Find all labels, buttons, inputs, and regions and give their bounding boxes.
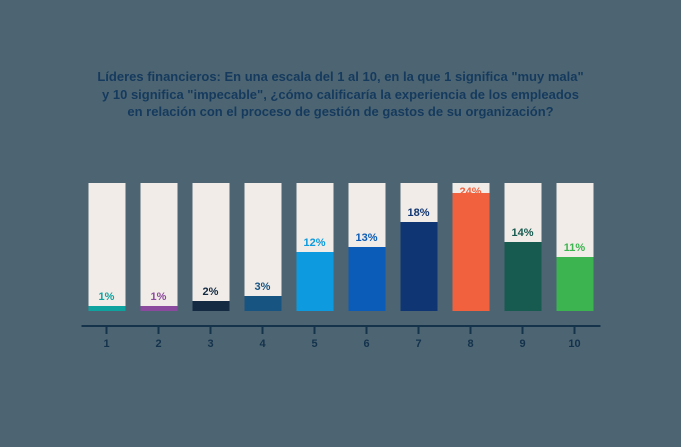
bar-track: 13% [348, 183, 385, 311]
bar-track: 12% [296, 183, 333, 311]
bar-fill [452, 192, 489, 311]
chart-title-line-1: Líderes financieros: En una escala del 1… [97, 69, 584, 84]
axis-tick [417, 327, 420, 334]
axis-tick [469, 327, 472, 334]
bar-fill [400, 222, 437, 311]
bar-value-label: 3% [254, 281, 271, 294]
bar-value-label: 24% [459, 186, 482, 198]
axis-tick-cell: 9 [504, 327, 541, 350]
chart-title-line-3: en relación con el proceso de gestión de… [127, 104, 554, 119]
axis-tick-cell: 2 [140, 327, 177, 350]
x-axis-line [81, 325, 600, 327]
axis-tick-label: 2 [155, 338, 162, 350]
axis-tick-label: 8 [467, 338, 474, 350]
bar-track: 1% [88, 183, 125, 311]
bar-value-label: 14% [511, 227, 534, 240]
bar-track: 2% [192, 183, 229, 311]
bar-fill [192, 301, 229, 311]
bar-chart: 1% 1% 2% 3% 12% 13% 18% 24% 14% 11% 1 2 3 4 5 6 7 8 9 10 [81, 183, 600, 350]
x-axis-ticks: 1 2 3 4 5 6 7 8 9 10 [88, 325, 593, 350]
axis-tick [573, 327, 576, 334]
axis-tick-cell: 1 [88, 327, 125, 350]
axis-tick [521, 327, 524, 334]
bar-value-label: 1% [150, 291, 167, 304]
bar-track: 3% [244, 183, 281, 311]
axis-tick-label: 9 [519, 338, 526, 350]
chart-title-line-2: y 10 significa "impecable", ¿cómo califi… [102, 86, 579, 102]
chart-title: Líderes financieros: En una escala del 1… [41, 68, 641, 121]
bar-fill [140, 306, 177, 311]
axis-tick-label: 7 [415, 338, 422, 350]
bar-value-label: 11% [563, 241, 586, 254]
bar-fill [244, 296, 281, 311]
axis-tick [105, 327, 108, 334]
bar-fill [504, 242, 541, 311]
bar-track: 24% [452, 183, 489, 311]
axis-tick-cell: 4 [244, 327, 281, 350]
axis-tick-cell: 8 [452, 327, 489, 350]
bar-fill [296, 251, 333, 311]
x-axis: 1 2 3 4 5 6 7 8 9 10 [81, 325, 600, 350]
axis-tick-cell: 10 [556, 327, 593, 350]
axis-tick [365, 327, 368, 334]
axis-tick-label: 5 [311, 338, 318, 350]
bar-value-label: 1% [98, 291, 115, 304]
axis-tick-label: 10 [568, 338, 581, 350]
bar-track: 14% [504, 183, 541, 311]
bar-fill [88, 306, 125, 311]
axis-tick-cell: 6 [348, 327, 385, 350]
axis-tick [209, 327, 212, 334]
bar-fill [348, 247, 385, 311]
axis-tick-label: 1 [103, 338, 110, 350]
axis-tick-label: 4 [259, 338, 266, 350]
axis-tick-label: 6 [363, 338, 370, 350]
chart-bars: 1% 1% 2% 3% 12% 13% 18% 24% 14% 11% [88, 183, 593, 311]
axis-tick-label: 3 [207, 338, 214, 350]
bar-value-label: 13% [355, 232, 378, 244]
bar-track: 11% [556, 183, 593, 311]
axis-tick [313, 327, 316, 334]
axis-tick [157, 327, 160, 334]
bar-fill [556, 256, 593, 311]
bar-track: 1% [140, 183, 177, 311]
bar-value-label: 18% [407, 207, 430, 220]
bar-value-label: 12% [303, 236, 326, 249]
bar-track: 18% [400, 183, 437, 311]
axis-tick [261, 327, 264, 334]
bar-value-label: 2% [202, 286, 219, 299]
axis-tick-cell: 7 [400, 327, 437, 350]
axis-tick-cell: 5 [296, 327, 333, 350]
axis-tick-cell: 3 [192, 327, 229, 350]
